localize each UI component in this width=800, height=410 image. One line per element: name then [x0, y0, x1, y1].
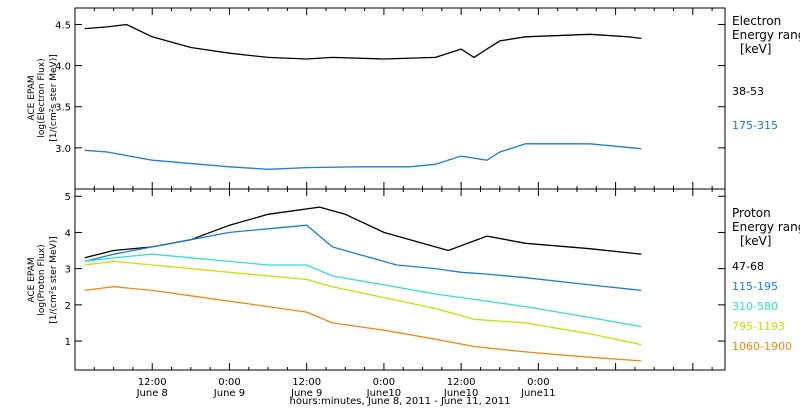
legend-entry-proton-1: 115-195	[732, 280, 778, 293]
ytick-label: 5	[65, 192, 71, 203]
proton-legend-title-1: Proton	[732, 206, 771, 220]
legend-entry-proton-2: 310-580	[732, 300, 778, 313]
xtick-day-label: June11	[520, 388, 556, 399]
electron-legend-title-3: [keV]	[740, 42, 771, 56]
proton-ylabel: ACE EPAM log(Proton Flux) [1/(cm²s ster …	[27, 236, 59, 323]
ytick-label: 3.0	[55, 144, 71, 155]
xtick-day-label: June 9	[213, 388, 245, 399]
electron-ylabel-line2: log(Electron Flux)	[37, 58, 47, 137]
ytick-label: 3	[65, 265, 71, 276]
xtick-day-label: June10	[366, 388, 402, 399]
series-line-electron-0	[84, 23, 642, 60]
ytick-label: 1	[65, 337, 71, 348]
xtick-time-label: 0:00	[218, 377, 240, 388]
series-line-proton-0	[84, 206, 642, 259]
proton-legend-title-2: Energy ranges	[732, 220, 800, 234]
legend-entry-proton-3: 795-1193	[732, 320, 785, 333]
xtick-day-label: June 9	[290, 388, 322, 399]
legend-entry-proton-0: 47-68	[732, 260, 764, 273]
xtick-time-label: 12:00	[447, 377, 476, 388]
series-line-proton-2	[84, 253, 642, 328]
xtick-time-label: 12:00	[292, 377, 321, 388]
electron-legend-title-2: Energy ranges	[732, 28, 800, 42]
xtick-time-label: 12:00	[138, 377, 167, 388]
series-line-proton-3	[84, 260, 642, 346]
ytick-label: 3.5	[55, 103, 71, 114]
electron-ylabel: ACE EPAM log(Electron Flux) [1/(cm²s ste…	[27, 54, 59, 141]
proton-ylabel-line1: ACE EPAM	[27, 257, 37, 302]
electron-legend: Electron Energy ranges [keV]	[732, 14, 800, 56]
legend-entries: 38-53 175-315 47-68 115-195 310-580 795-1193 1…	[732, 85, 792, 353]
legend-entry-proton-4: 1060-1900	[732, 340, 792, 353]
electron-legend-title-1: Electron	[732, 14, 781, 28]
proton-ylabel-line2: log(Proton Flux)	[37, 244, 47, 315]
electron-ylabel-line1: ACE EPAM	[27, 75, 37, 120]
ytick-label: 4	[65, 228, 71, 239]
series-line-proton-1	[84, 224, 642, 292]
series-lines	[84, 23, 642, 362]
xtick-time-label: 0:00	[373, 377, 395, 388]
xtick-time-label: 0:00	[527, 377, 549, 388]
proton-ylabel-line3: [1/(cm²s ster MeV)]	[49, 236, 59, 323]
ytick-label: 4.0	[55, 62, 71, 73]
x-axis-title: hours:minutes, June 8, 2011 - June 11, 2…	[290, 396, 511, 407]
legend-entry-electron-0: 38-53	[732, 85, 764, 98]
series-line-electron-1	[84, 143, 642, 170]
series-line-proton-4	[84, 286, 642, 362]
legend-entry-electron-1: 175-315	[732, 119, 778, 132]
proton-legend-title-3: [keV]	[740, 234, 771, 248]
ytick-label: 2	[65, 301, 71, 312]
proton-legend: Proton Energy ranges [keV]	[732, 206, 800, 248]
electron-ylabel-line3: [1/(cm²s ster MeV)]	[49, 54, 59, 141]
ytick-label: 4.5	[55, 20, 71, 31]
xtick-day-label: June 8	[136, 388, 168, 399]
proton-panel-frame	[74, 188, 726, 371]
xtick-day-label: June10	[443, 388, 479, 399]
